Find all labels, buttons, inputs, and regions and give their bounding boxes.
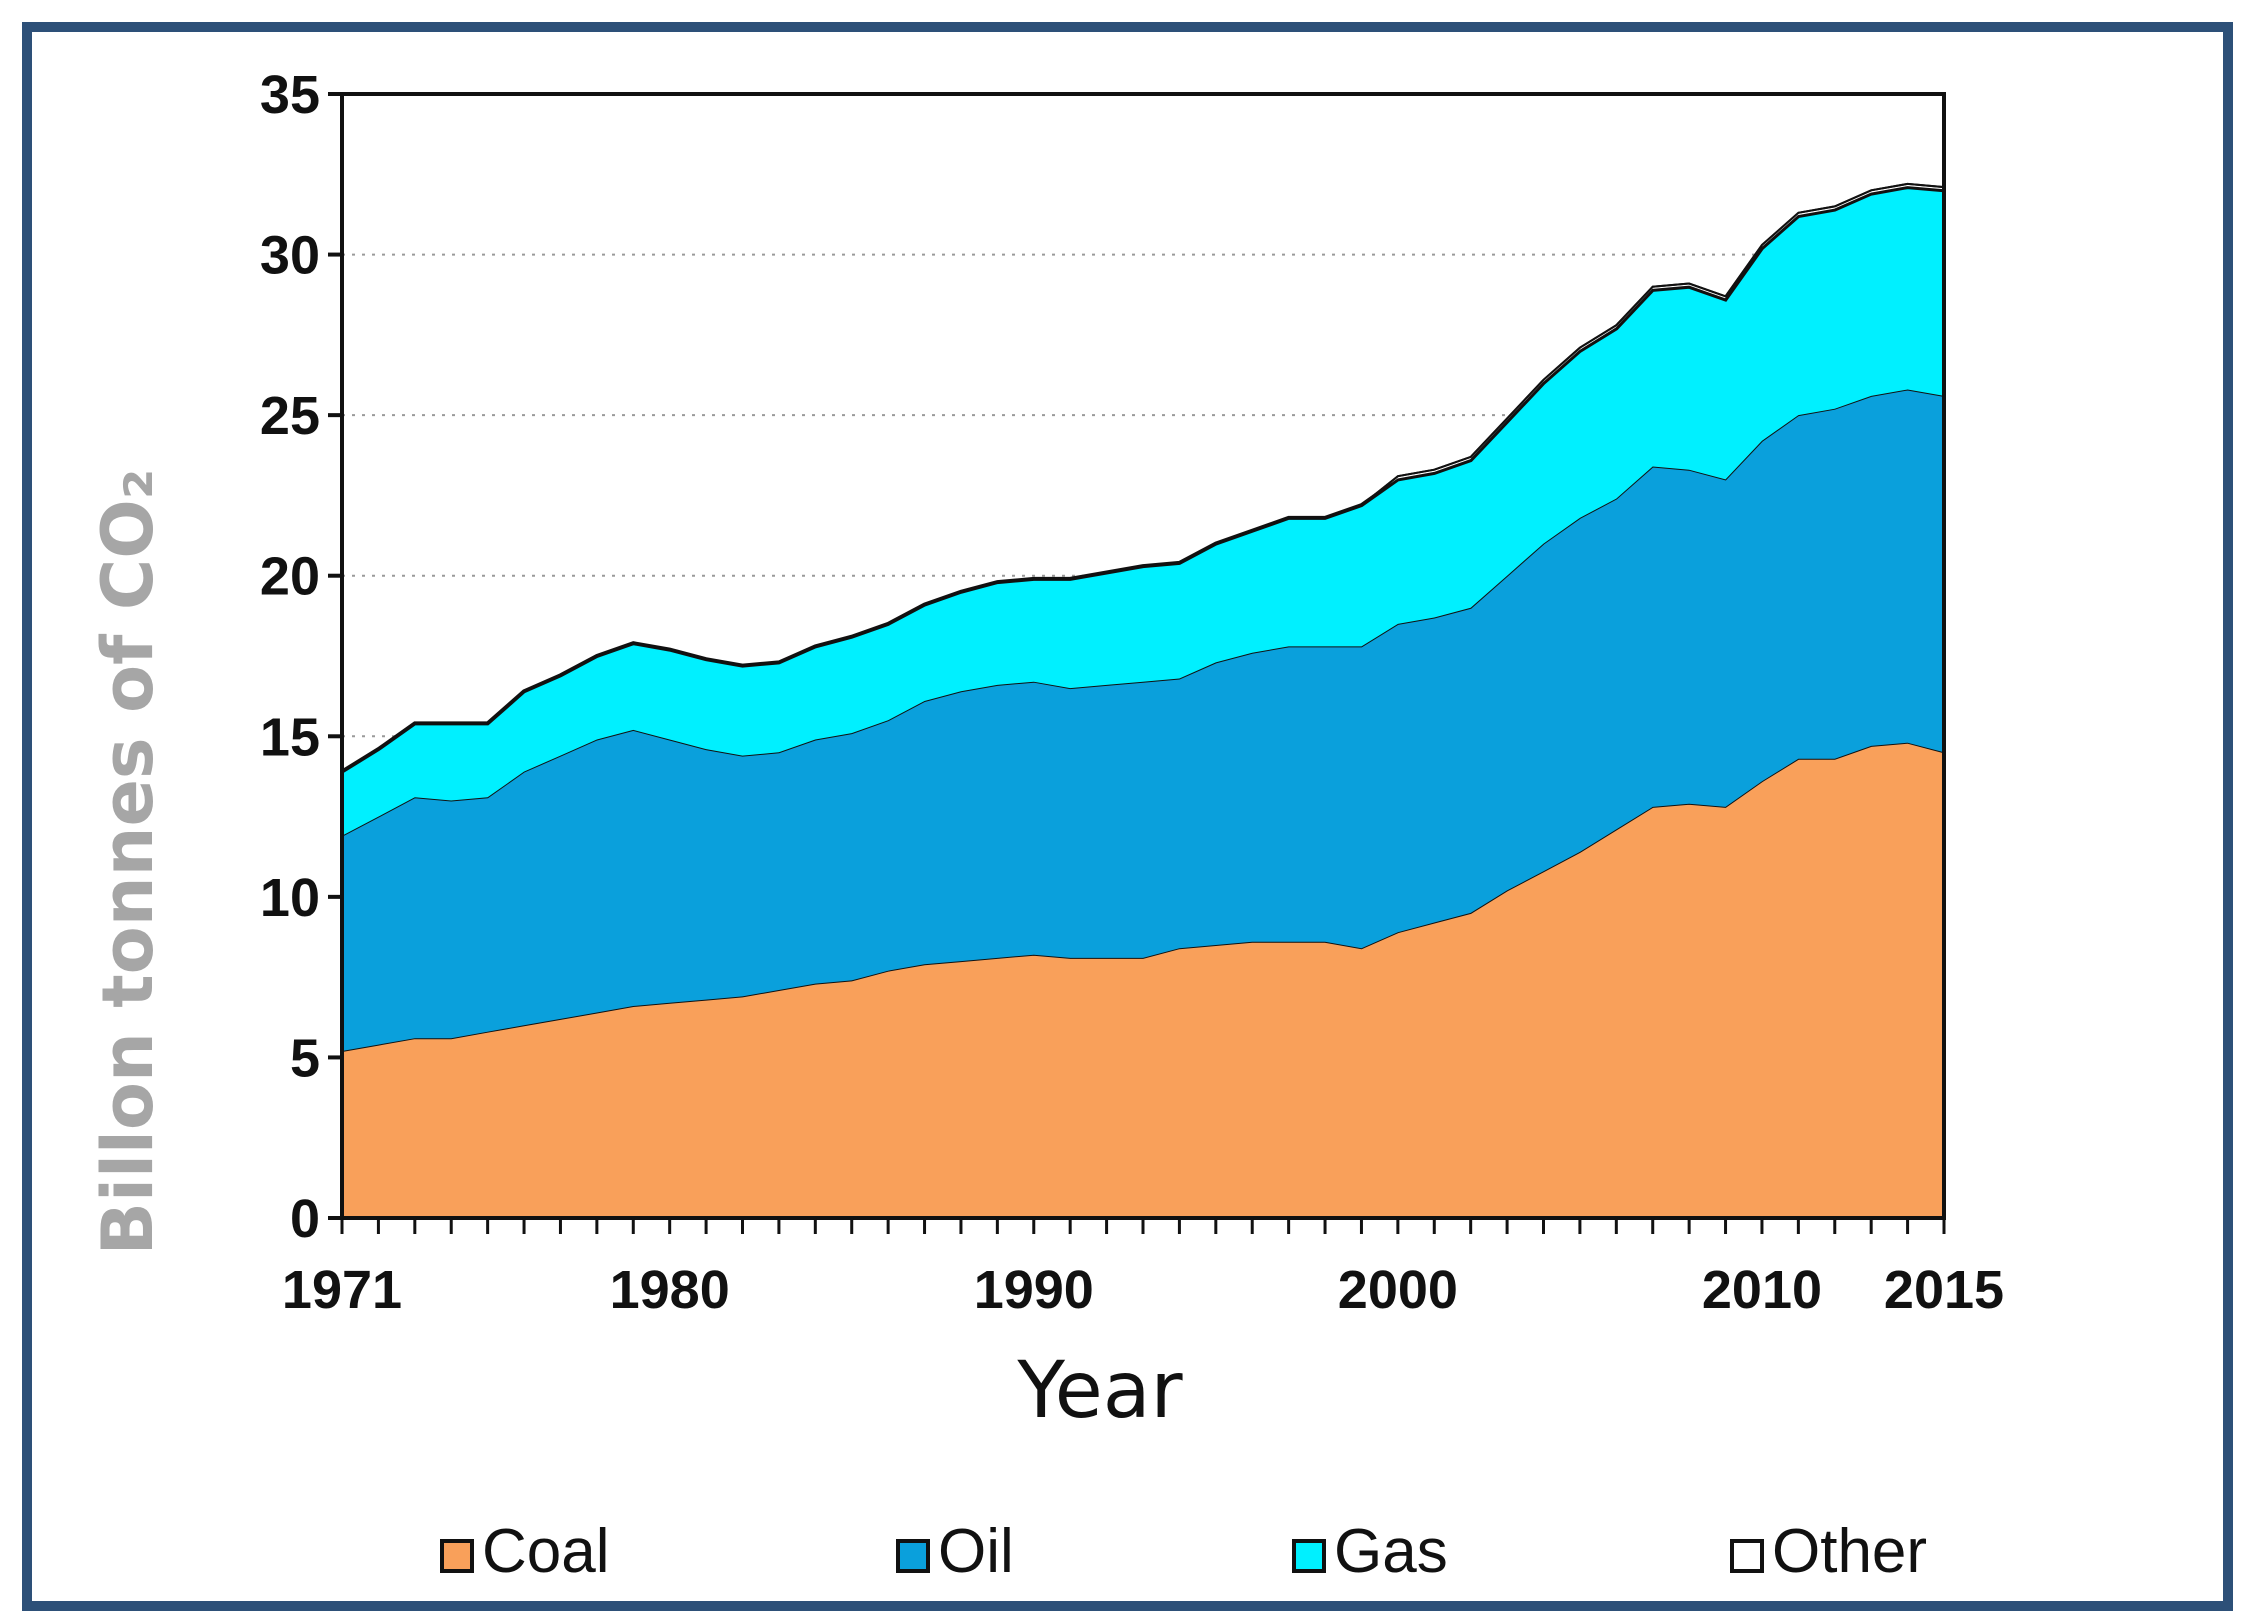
x-tick-label: 1990	[974, 1260, 1094, 1320]
x-tick-label: 1980	[610, 1260, 730, 1320]
series-edge-other	[341, 182, 1945, 773]
legend-swatch-gas	[1292, 1539, 1326, 1573]
legend-label-gas: Gas	[1334, 1517, 1448, 1586]
y-tick-label: 15	[260, 707, 320, 767]
y-tick-label: 30	[260, 226, 320, 286]
y-tick-label: 0	[290, 1189, 320, 1249]
legend-swatch-other	[1730, 1539, 1764, 1573]
legend-label-coal: Coal	[482, 1517, 610, 1586]
legend-swatch-coal	[440, 1539, 474, 1573]
y-tick-label: 10	[260, 868, 320, 928]
y-tick-label: 35	[260, 65, 320, 125]
series-area-oil	[342, 389, 1944, 1051]
y-tick-label: 5	[290, 1028, 320, 1088]
x-tick-label: 2015	[1884, 1260, 2004, 1320]
legend-swatch-oil	[896, 1539, 930, 1573]
x-tick-label: 1971	[282, 1260, 402, 1320]
chart-frame: 0 5 10 15 20 25 30 35 1971 1980 1990 2000 2010 2015 …	[22, 22, 2233, 1611]
x-tick-label: 2000	[1338, 1260, 1458, 1320]
series-areas	[340, 182, 1945, 1218]
legend-label-other: Other	[1772, 1517, 1927, 1586]
x-axis-ticks: 1971 1980 1990 2000 2010 2015	[282, 1218, 2004, 1320]
x-axis-title: Year	[1016, 1346, 1183, 1436]
y-axis-title: Billon tonnes of CO₂	[87, 469, 169, 1256]
legend-label-oil: Oil	[938, 1517, 1014, 1586]
x-tick-label: 2010	[1702, 1260, 1822, 1320]
legend: Coal Oil Gas Other	[440, 1517, 1927, 1586]
y-tick-label: 25	[260, 386, 320, 446]
series-area-gas	[342, 187, 1944, 836]
series-area-coal	[342, 742, 1944, 1218]
y-axis-ticks: 0 5 10 15 20 25 30 35	[260, 65, 342, 1249]
y-tick-label: 20	[260, 547, 320, 607]
